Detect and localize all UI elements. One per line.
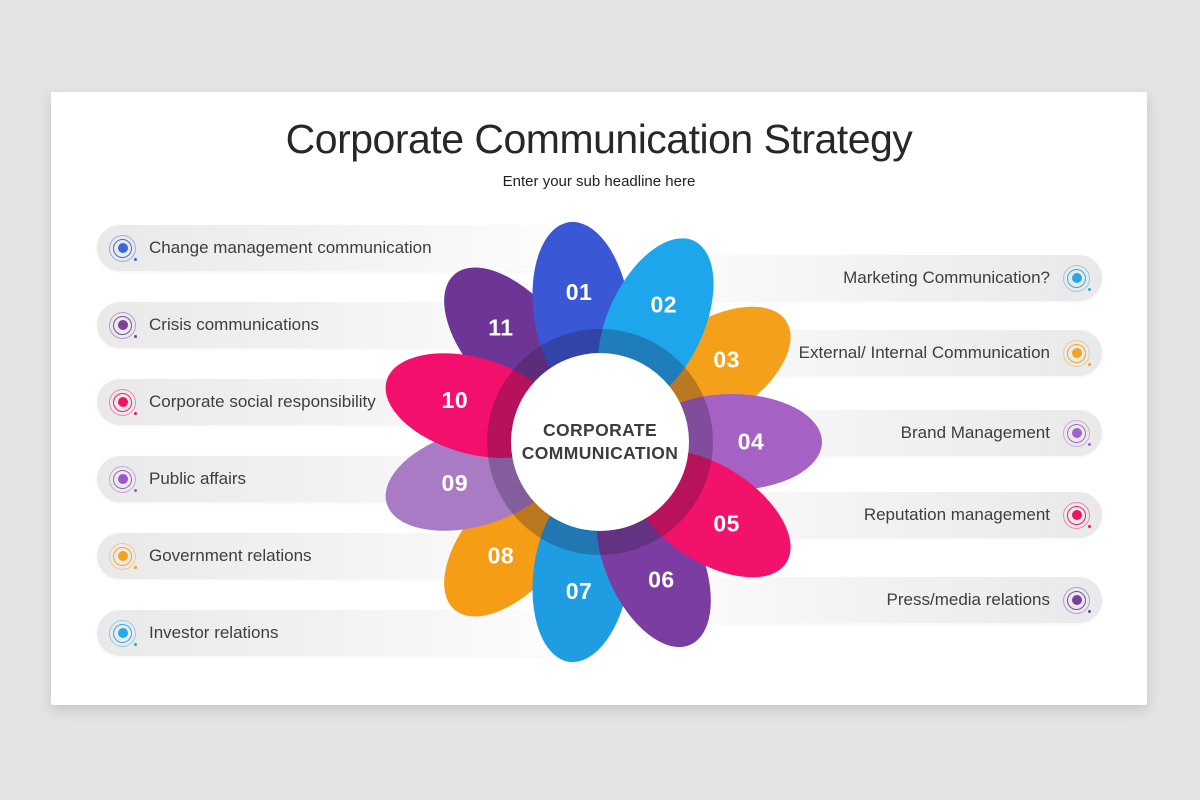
list-item-label: Corporate social responsibility [149, 392, 376, 411]
petal-number: 04 [737, 428, 765, 455]
bullet-target-icon [1063, 264, 1091, 292]
list-item-label: Change management communication [149, 238, 432, 257]
center-circle: CORPORATE COMMUNICATION [511, 353, 689, 531]
list-item-label: Crisis communications [149, 315, 320, 334]
list-item-label: Press/media relations [886, 590, 1050, 609]
petal-number: 02 [650, 291, 678, 318]
petal-number: 08 [487, 542, 515, 569]
center-label-line1: CORPORATE [542, 420, 658, 441]
right-item-marketing-communication: Marketing Communication? [640, 255, 1102, 301]
petal-number: 11 [488, 314, 514, 341]
petal-number: 09 [441, 470, 469, 497]
list-item-label: External/ Internal Communication [798, 343, 1050, 362]
left-item-change-management: Change management communication [97, 225, 565, 271]
bullet-target-icon [1063, 501, 1091, 529]
list-item-label: Investor relations [149, 623, 279, 642]
bullet-target-icon [1063, 419, 1091, 447]
petal-number: 10 [441, 386, 469, 413]
bullet-target-icon [109, 311, 137, 339]
list-item-label: Marketing Communication? [843, 268, 1050, 287]
petal-number: 03 [713, 346, 740, 373]
bullet-target-icon [109, 465, 137, 493]
slide-canvas: Corporate Communication Strategy Enter y… [51, 92, 1147, 705]
petal-number: 01 [565, 278, 593, 305]
right-item-press-media-relations: Press/media relations [640, 577, 1102, 623]
bullet-target-icon [1063, 586, 1091, 614]
center-label-line2: COMMUNICATION [521, 443, 679, 463]
petal-number: 05 [713, 510, 740, 537]
bullet-target-icon [1063, 339, 1091, 367]
page-subtitle: Enter your sub headline here [502, 173, 696, 190]
list-item-label: Brand Management [900, 423, 1050, 442]
bullet-target-icon [109, 234, 137, 262]
petal-number: 06 [648, 566, 675, 593]
list-item-label: Public affairs [149, 469, 247, 488]
petal-number: 07 [565, 578, 593, 605]
bullet-target-icon [109, 619, 137, 647]
list-item-label: Reputation management [863, 505, 1050, 524]
left-item-investor-relations: Investor relations [97, 610, 565, 656]
bullet-target-icon [109, 542, 137, 570]
list-item-label: Government relations [149, 546, 312, 565]
page-title: Corporate Communication Strategy [285, 116, 913, 162]
bullet-target-icon [109, 388, 137, 416]
